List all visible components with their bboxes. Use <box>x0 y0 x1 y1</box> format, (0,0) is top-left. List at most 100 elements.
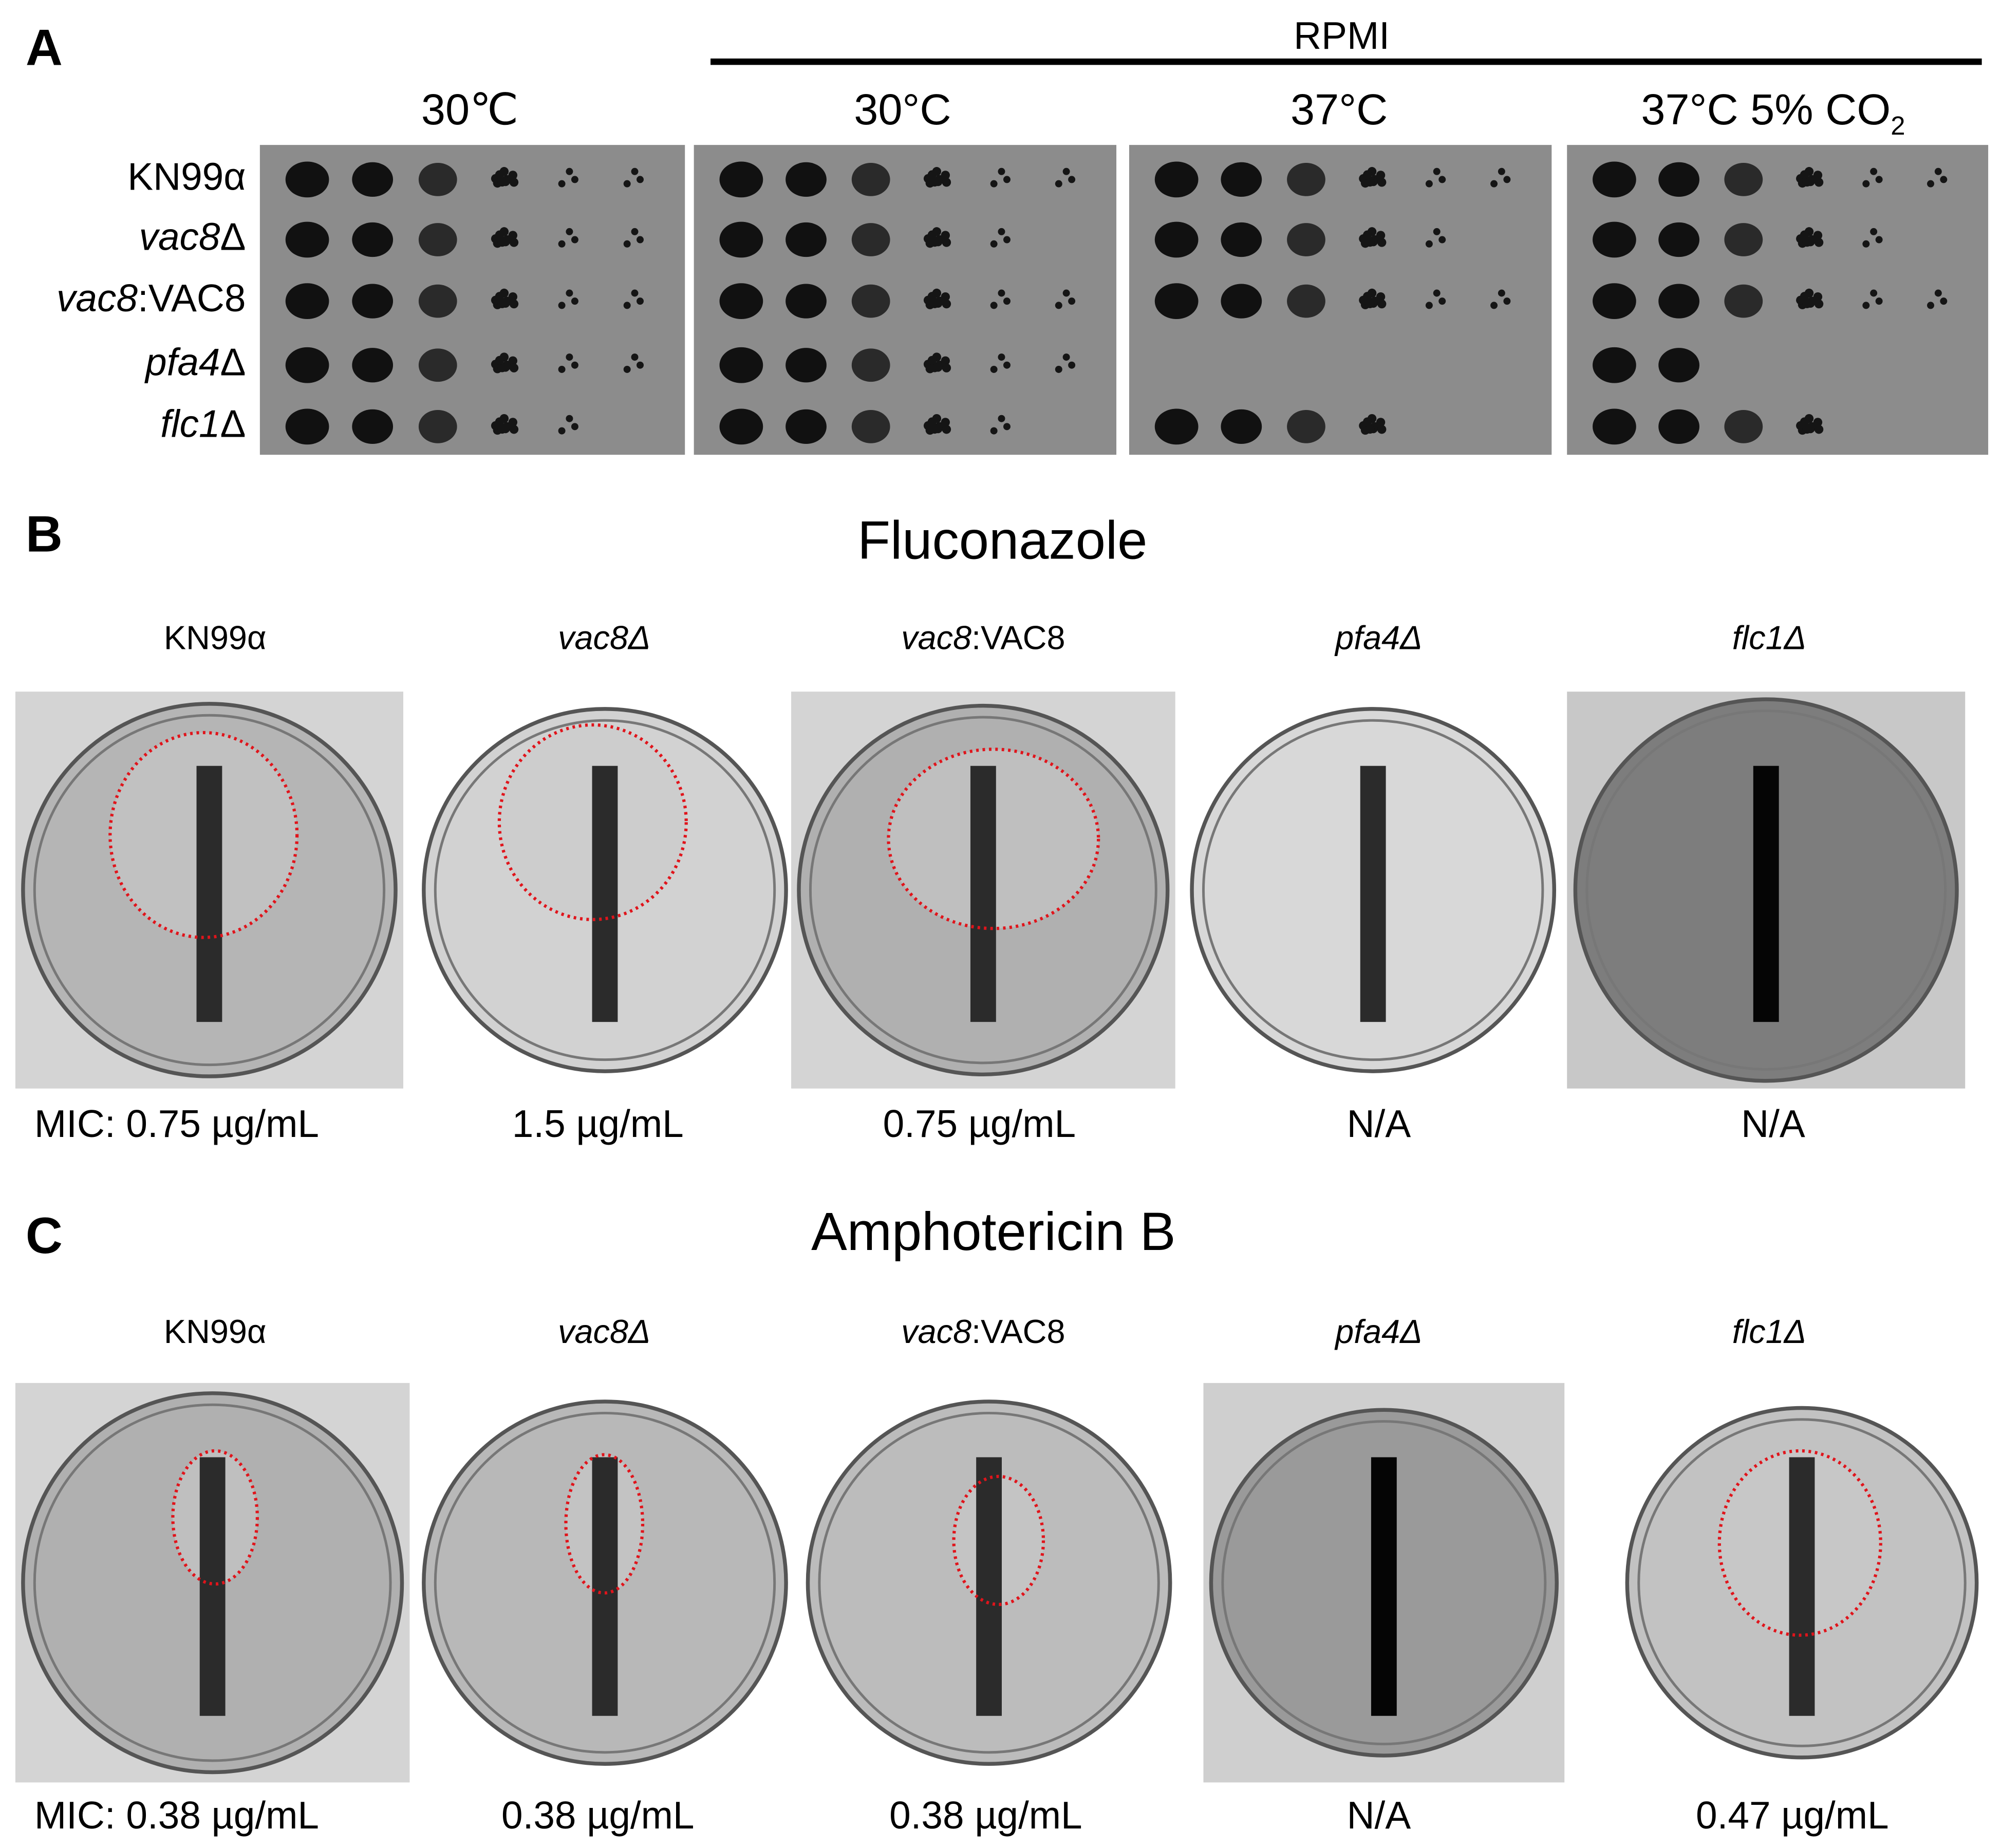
colony <box>1062 353 1070 361</box>
colony <box>1934 289 1942 297</box>
colony-spot <box>1154 283 1199 320</box>
colony <box>1813 418 1823 427</box>
colony <box>1813 171 1823 180</box>
strain-header: pfa4Δ <box>1334 1313 1423 1350</box>
petri-rim <box>434 719 776 1061</box>
colony-spot <box>1593 283 1636 320</box>
text-part: :VAC8 <box>971 619 1065 657</box>
mic-ellipse <box>952 1474 1045 1607</box>
spot-plate <box>259 145 685 455</box>
colony-spot <box>1154 161 1199 198</box>
colony <box>990 427 998 435</box>
mic-ellipse <box>887 748 1100 930</box>
spot-plate <box>694 145 1117 455</box>
colony <box>1814 299 1824 309</box>
colony <box>930 424 940 434</box>
colony <box>990 366 998 373</box>
colony <box>927 356 937 365</box>
colony <box>1055 366 1062 373</box>
petri-rim <box>1202 719 1544 1061</box>
colony <box>637 297 644 305</box>
strain-header: vac8:VAC8 <box>901 619 1065 657</box>
strain-label: vac8Δ <box>139 215 246 258</box>
colony-spot <box>1724 284 1763 318</box>
colony-spot <box>719 408 763 445</box>
colony <box>1802 424 1812 434</box>
text-part: pfa4 <box>144 340 220 383</box>
text-part: vac8 <box>901 1313 971 1350</box>
colony <box>942 363 951 372</box>
colony <box>508 292 518 302</box>
colony <box>1438 176 1446 183</box>
text-part: vac8Δ <box>558 619 650 657</box>
colony <box>508 171 518 180</box>
colony-spot <box>786 222 827 257</box>
colony-spot <box>1724 163 1763 196</box>
colony <box>1802 237 1812 247</box>
colony <box>1055 302 1062 309</box>
colony <box>941 418 950 427</box>
mic-label: 0.75 µg/mL <box>883 1102 1076 1145</box>
colony <box>1800 230 1809 239</box>
colony <box>508 356 518 366</box>
colony <box>1365 299 1375 308</box>
colony <box>1498 289 1505 297</box>
text-part: vac8Δ <box>558 1313 650 1350</box>
strain-header: KN99α <box>164 619 267 657</box>
colony <box>1068 297 1076 305</box>
colony <box>509 178 519 187</box>
colony <box>1875 297 1883 305</box>
colony-spot <box>851 284 890 318</box>
colony <box>942 238 951 247</box>
etest-strip <box>196 766 222 1022</box>
colony <box>990 180 998 188</box>
colony-spot <box>418 163 457 196</box>
petri-rim <box>1221 1420 1547 1746</box>
colony <box>623 240 631 248</box>
colony-spot <box>851 409 890 443</box>
colony <box>1377 425 1387 434</box>
colony-spot <box>352 348 394 383</box>
colony <box>1927 180 1934 188</box>
colony <box>558 427 566 435</box>
panel-label: B <box>26 506 63 563</box>
colony <box>998 353 1005 361</box>
colony-spot <box>1724 223 1763 256</box>
colony <box>1503 297 1511 305</box>
colony <box>1068 361 1076 369</box>
colony-spot <box>1221 409 1262 444</box>
colony <box>930 237 940 247</box>
colony <box>509 238 519 247</box>
colony <box>1062 167 1070 175</box>
colony <box>1363 230 1372 239</box>
colony-spot <box>1287 409 1325 443</box>
colony <box>1813 292 1823 302</box>
colony <box>998 415 1005 422</box>
colony <box>1425 240 1433 248</box>
colony <box>509 363 519 372</box>
colony <box>1363 292 1372 301</box>
colony <box>1365 237 1375 247</box>
colony-spot <box>352 284 394 319</box>
colony <box>1870 228 1878 235</box>
mic-ellipse <box>564 1453 645 1595</box>
colony-spot <box>1658 222 1699 257</box>
colony <box>1498 167 1505 175</box>
colony <box>1433 167 1441 175</box>
mic-label: MIC: 0.38 µg/mL <box>34 1794 319 1837</box>
colony <box>508 231 518 240</box>
colony <box>942 299 951 309</box>
panel-label: C <box>26 1207 63 1264</box>
colony <box>1377 238 1387 247</box>
colony <box>497 299 507 308</box>
spot-plate <box>1129 145 1552 455</box>
colony <box>1802 177 1812 187</box>
mic-ellipse <box>171 1449 259 1586</box>
colony <box>930 299 940 308</box>
mic-ellipse <box>497 723 688 921</box>
colony <box>558 366 566 373</box>
text-part: KN99α <box>127 155 246 198</box>
colony <box>990 302 998 309</box>
mic-ellipse <box>1717 1449 1882 1637</box>
colony <box>1802 299 1812 308</box>
